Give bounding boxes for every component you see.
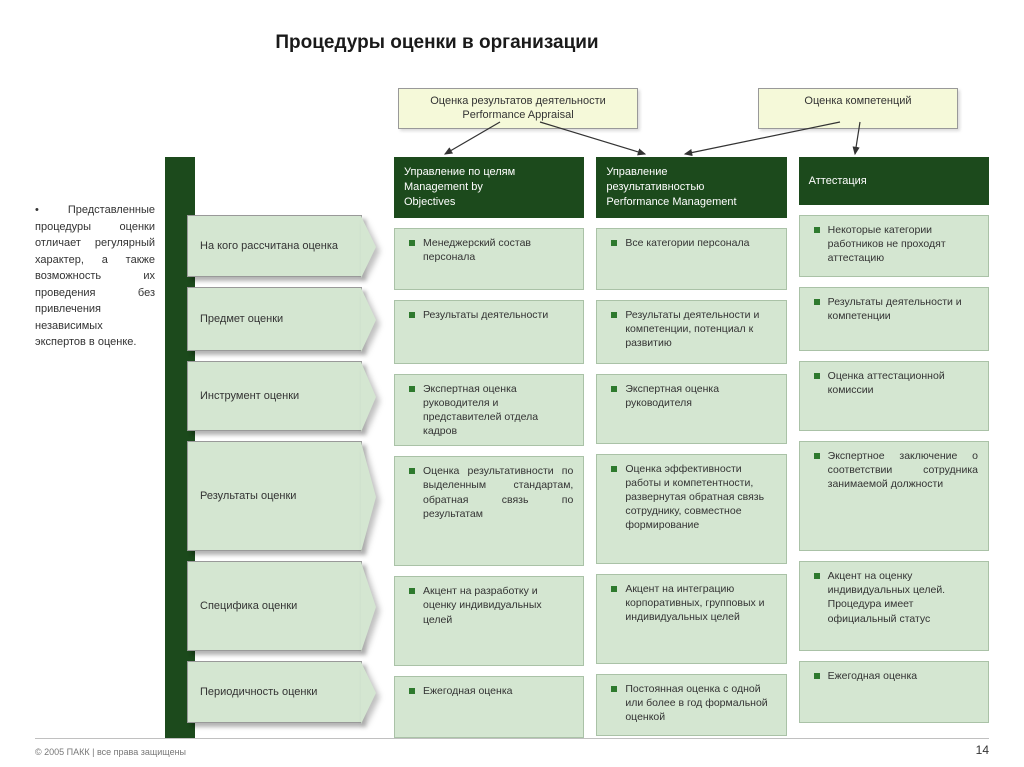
row-label-text: На кого рассчитана оценка bbox=[200, 240, 338, 252]
bullet-icon bbox=[814, 227, 820, 233]
cell-text: Акцент на разработку и оценку индивидуал… bbox=[423, 584, 573, 627]
cell-text: Менеджерский состав персонала bbox=[423, 236, 573, 264]
sidebar-bullet-text: Представленные процедуры оценки отличает… bbox=[35, 204, 155, 348]
bullet-icon bbox=[409, 688, 415, 694]
top-box-performance-appraisal: Оценка результатов деятельности Performa… bbox=[398, 88, 638, 129]
cell-text: Ежегодная оценка bbox=[828, 669, 917, 683]
cell-text: Экспертная оценка руководителя и предста… bbox=[423, 382, 573, 439]
bullet-icon bbox=[814, 453, 820, 459]
bullet-icon bbox=[611, 240, 617, 246]
bullet-icon bbox=[409, 386, 415, 392]
row-label-text: Результаты оценки bbox=[200, 490, 296, 502]
bullet-icon bbox=[611, 312, 617, 318]
cell-text: Постоянная оценка с одной или более в го… bbox=[625, 682, 775, 725]
row-label-text: Специфика оценки bbox=[200, 600, 297, 612]
top-box-line: Оценка компетенций bbox=[771, 94, 945, 108]
col-header: Аттестация bbox=[799, 157, 989, 205]
row-labels: На кого рассчитана оценка Предмет оценки… bbox=[187, 157, 362, 738]
bullet-icon bbox=[409, 240, 415, 246]
col-header: Управление по целям Management by Object… bbox=[394, 157, 584, 218]
row-label-text: Инструмент оценки bbox=[200, 390, 299, 402]
cell: Ежегодная оценка bbox=[799, 661, 989, 723]
cell: Экспертная оценка руководителя bbox=[596, 374, 786, 444]
row-label-text: Предмет оценки bbox=[200, 313, 283, 325]
cell: Акцент на оценку индивидуальных целей. П… bbox=[799, 561, 989, 651]
cell-text: Акцент на интеграцию корпоративных, груп… bbox=[625, 582, 775, 625]
row-label: Инструмент оценки bbox=[187, 361, 362, 431]
cell-text: Все категории персонала bbox=[625, 236, 749, 250]
cell: Оценка аттестационной комиссии bbox=[799, 361, 989, 431]
col-header-text: Управление результативностью Performance… bbox=[606, 165, 736, 210]
bullet-icon bbox=[409, 588, 415, 594]
top-box-line: Performance Appraisal bbox=[411, 108, 625, 122]
cell-text: Результаты деятельности и компетенции bbox=[828, 295, 978, 323]
cell-text: Результаты деятельности и компетенции, п… bbox=[625, 308, 775, 351]
row-label: На кого рассчитана оценка bbox=[187, 215, 362, 277]
cell-text: Оценка аттестационной комиссии bbox=[828, 369, 978, 397]
cell-text: Акцент на оценку индивидуальных целей. П… bbox=[828, 569, 978, 626]
cell: Некоторые категории работников не проход… bbox=[799, 215, 989, 277]
row-label: Предмет оценки bbox=[187, 287, 362, 351]
top-box-line: Оценка результатов деятельности bbox=[411, 94, 625, 108]
slide-title: Процедуры оценки в организации bbox=[0, 32, 989, 54]
cell: Ежегодная оценка bbox=[394, 676, 584, 738]
cell: Результаты деятельности и компетенции bbox=[799, 287, 989, 351]
cell: Результаты деятельности и компетенции, п… bbox=[596, 300, 786, 364]
row-label: Периодичность оценки bbox=[187, 661, 362, 723]
bullet-icon bbox=[611, 586, 617, 592]
col-mbo: Управление по целям Management by Object… bbox=[394, 157, 584, 738]
col-performance-mgmt: Управление результативностью Performance… bbox=[596, 157, 786, 738]
bullet-icon bbox=[814, 299, 820, 305]
page-number: 14 bbox=[976, 743, 989, 757]
bullet-icon bbox=[611, 466, 617, 472]
cell-text: Экспертное заключение о соответствии сот… bbox=[828, 449, 978, 492]
row-label: Результаты оценки bbox=[187, 441, 362, 551]
top-box-competency: Оценка компетенций bbox=[758, 88, 958, 129]
row-label: Специфика оценки bbox=[187, 561, 362, 651]
bullet-icon bbox=[409, 468, 415, 474]
top-boxes: Оценка результатов деятельности Performa… bbox=[398, 88, 986, 129]
cell-text: Ежегодная оценка bbox=[423, 684, 512, 698]
cell-text: Оценка результативности по выделенным ст… bbox=[423, 464, 573, 521]
cell: Постоянная оценка с одной или более в го… bbox=[596, 674, 786, 736]
cell-text: Результаты деятельности bbox=[423, 308, 548, 322]
cell-text: Некоторые категории работников не проход… bbox=[828, 223, 978, 266]
col-header-text: Управление по целям Management by Object… bbox=[404, 165, 515, 210]
col-header: Управление результативностью Performance… bbox=[596, 157, 786, 218]
bullet-icon bbox=[814, 573, 820, 579]
cell: Акцент на разработку и оценку индивидуал… bbox=[394, 576, 584, 666]
bullet-icon bbox=[611, 686, 617, 692]
cell: Экспертное заключение о соответствии сот… bbox=[799, 441, 989, 551]
bullet-icon bbox=[814, 673, 820, 679]
sidebar-description: Представленные процедуры оценки отличает… bbox=[35, 157, 165, 738]
bullet-icon bbox=[409, 312, 415, 318]
cell: Все категории персонала bbox=[596, 228, 786, 290]
cell: Акцент на интеграцию корпоративных, груп… bbox=[596, 574, 786, 664]
footer-copyright: © 2005 ПАКК | все права защищены bbox=[35, 747, 186, 757]
row-label-text: Периодичность оценки bbox=[200, 686, 317, 698]
cell-text: Экспертная оценка руководителя bbox=[625, 382, 775, 410]
cell-text: Оценка эффективности работы и компетентн… bbox=[625, 462, 775, 533]
cell: Оценка эффективности работы и компетентн… bbox=[596, 454, 786, 564]
col-attestation: Аттестация Некоторые категории работнико… bbox=[799, 157, 989, 738]
bullet-icon bbox=[611, 386, 617, 392]
cell: Экспертная оценка руководителя и предста… bbox=[394, 374, 584, 447]
cell: Результаты деятельности bbox=[394, 300, 584, 364]
cell: Оценка результативности по выделенным ст… bbox=[394, 456, 584, 566]
comparison-columns: Управление по целям Management by Object… bbox=[394, 157, 989, 738]
cell: Менеджерский состав персонала bbox=[394, 228, 584, 290]
bullet-icon bbox=[814, 373, 820, 379]
col-header-text: Аттестация bbox=[809, 174, 867, 189]
